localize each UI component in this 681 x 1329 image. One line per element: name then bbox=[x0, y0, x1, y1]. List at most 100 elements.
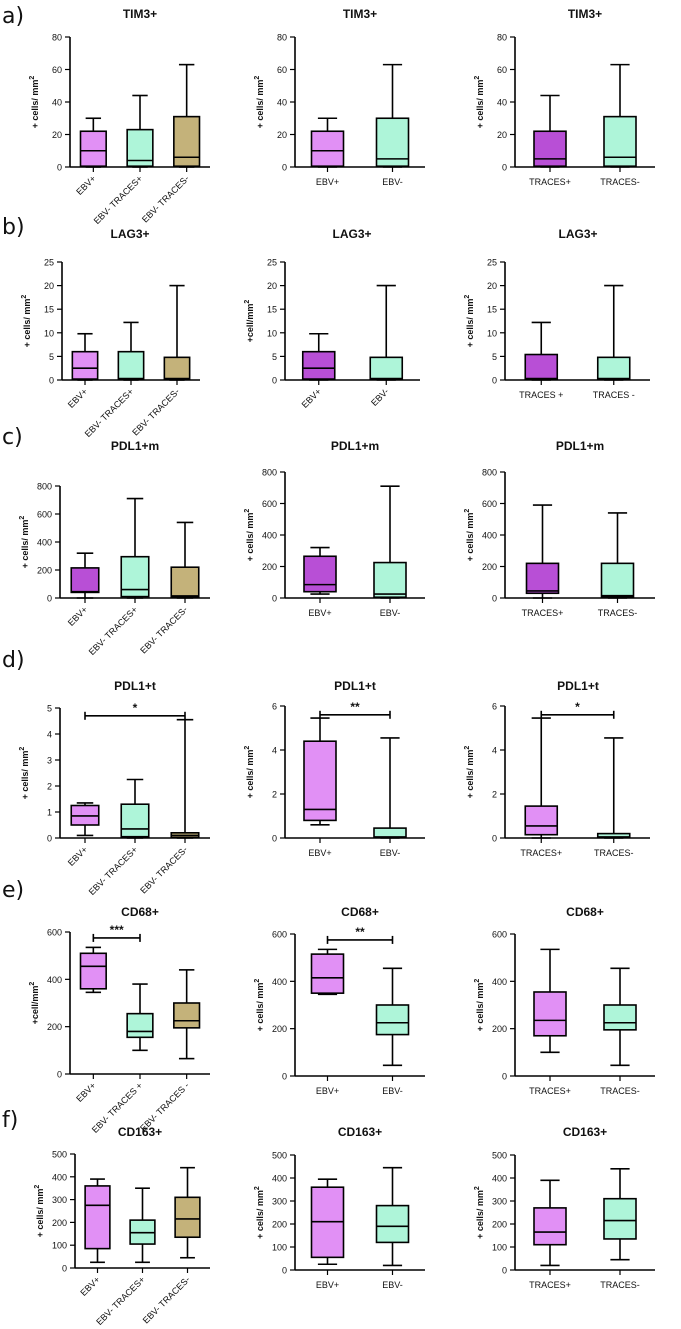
y-axis-label: + cells/ mm2 bbox=[244, 746, 255, 799]
y-tick-label: 20 bbox=[277, 130, 287, 140]
iqr-box bbox=[117, 350, 145, 380]
iqr-box bbox=[301, 350, 336, 380]
box-1 bbox=[126, 983, 154, 1052]
y-tick-label: 0 bbox=[492, 834, 497, 844]
y-tick-label: 80 bbox=[277, 33, 287, 43]
y-tick-label: 0 bbox=[57, 1070, 62, 1080]
y-axis-label: + cells/ mm2 bbox=[244, 509, 255, 562]
y-tick-label: 0 bbox=[282, 1072, 287, 1082]
y-axis-label: + cells/ mm2 bbox=[21, 295, 32, 348]
y-tick-label: 200 bbox=[37, 566, 52, 576]
box-1 bbox=[369, 284, 404, 381]
box-1 bbox=[603, 967, 637, 1067]
y-tick-label: 0 bbox=[62, 1264, 67, 1274]
y-axis-label-text: + cells/ mm2 bbox=[254, 979, 265, 1032]
chart-title: PDL1+t bbox=[114, 679, 156, 693]
box-1 bbox=[373, 485, 407, 599]
chart-title: PDL1+m bbox=[111, 439, 159, 453]
box-0 bbox=[71, 332, 99, 381]
x-category-label: EBV- bbox=[380, 848, 401, 858]
panel-label-b: b) bbox=[2, 215, 25, 240]
chart-title: CD68+ bbox=[121, 905, 159, 919]
x-category-label: TRACES- bbox=[598, 608, 638, 618]
y-tick-label: 20 bbox=[52, 130, 62, 140]
box-0 bbox=[533, 94, 567, 168]
y-tick-label: 200 bbox=[482, 562, 497, 572]
y-tick-label: 500 bbox=[272, 1151, 287, 1161]
chart-title: PDL1+t bbox=[557, 679, 599, 693]
y-tick-label: 80 bbox=[52, 33, 62, 43]
box-2 bbox=[170, 521, 200, 599]
y-tick-label: 4 bbox=[47, 730, 52, 740]
y-axis-label: + cells/ mm2 bbox=[254, 1186, 265, 1239]
y-tick-label: 0 bbox=[49, 376, 54, 386]
y-tick-label: 0 bbox=[502, 1266, 507, 1276]
y-tick-label: 0 bbox=[57, 163, 62, 173]
x-category-label: EBV- TRACES+ bbox=[87, 604, 140, 657]
chart-title: CD68+ bbox=[566, 905, 604, 919]
iqr-box bbox=[524, 805, 559, 836]
y-axis-label-text: +cell/mm2 bbox=[244, 300, 255, 343]
y-axis-label-text: +cell/mm2 bbox=[29, 982, 40, 1025]
iqr-box bbox=[79, 130, 107, 167]
y-tick-label: 300 bbox=[272, 1197, 287, 1207]
box-0 bbox=[525, 504, 560, 599]
significance-stars: ** bbox=[355, 925, 365, 939]
x-category-label: EBV+ bbox=[66, 386, 90, 410]
box-2 bbox=[174, 1166, 201, 1259]
y-tick-label: 0 bbox=[47, 834, 52, 844]
iqr-box bbox=[533, 1207, 567, 1246]
iqr-box bbox=[603, 1004, 637, 1031]
y-tick-label: 200 bbox=[492, 1024, 507, 1034]
y-axis-label: + cells/ mm2 bbox=[474, 979, 485, 1032]
y-tick-label: 0 bbox=[502, 1072, 507, 1082]
chart-title: CD163+ bbox=[118, 1125, 162, 1139]
y-axis-label-text: + cells/ mm2 bbox=[244, 509, 255, 562]
x-category-label: EBV+ bbox=[316, 1086, 339, 1096]
y-tick-label: 20 bbox=[44, 281, 54, 291]
panel-label-c: c) bbox=[2, 425, 23, 450]
y-axis-label: + cells/ mm2 bbox=[254, 76, 265, 129]
chart-title: LAG3+ bbox=[558, 227, 597, 241]
panel-label-e: e) bbox=[2, 878, 25, 903]
y-tick-label: 25 bbox=[487, 258, 497, 268]
x-category-label: TRACES - bbox=[593, 390, 635, 400]
x-category-label: EBV- TRACES+ bbox=[94, 1274, 147, 1327]
chart-title: CD163+ bbox=[563, 1125, 607, 1139]
y-axis-label-text: + cells/ mm2 bbox=[474, 1186, 485, 1239]
x-category-label: EBV+ bbox=[78, 1274, 102, 1298]
significance-stars: *** bbox=[110, 923, 124, 937]
y-axis-label: + cells/ mm2 bbox=[19, 747, 30, 800]
iqr-box bbox=[533, 130, 567, 167]
significance-stars: * bbox=[575, 700, 580, 714]
y-tick-label: 5 bbox=[49, 352, 54, 362]
box-2 bbox=[163, 284, 191, 381]
iqr-box bbox=[369, 356, 404, 380]
iqr-box bbox=[84, 1185, 111, 1250]
box-1 bbox=[373, 737, 407, 839]
iqr-box bbox=[303, 740, 337, 822]
x-category-label: EBV- TRACES- bbox=[140, 173, 191, 224]
chart-title: TIM3+ bbox=[568, 7, 602, 21]
box-1 bbox=[129, 1187, 156, 1264]
y-axis-label: + cells/ mm2 bbox=[29, 76, 40, 129]
y-tick-label: 600 bbox=[272, 930, 287, 940]
x-category-label: TRACES- bbox=[594, 848, 634, 858]
y-tick-label: 0 bbox=[492, 594, 497, 604]
box-1 bbox=[126, 94, 154, 168]
y-axis-label-text: + cells/ mm2 bbox=[29, 76, 40, 129]
y-tick-label: 0 bbox=[492, 376, 497, 386]
x-category-label: EBV- bbox=[380, 608, 401, 618]
box-1 bbox=[596, 737, 631, 839]
x-category-label: EBV- TRACES+ bbox=[87, 844, 140, 897]
y-axis-label-text: + cells/ mm2 bbox=[34, 1185, 45, 1238]
x-category-label: TRACES+ bbox=[529, 1280, 571, 1290]
y-tick-label: 0 bbox=[272, 376, 277, 386]
x-category-label: EBV- TRACES+ bbox=[83, 386, 136, 439]
iqr-box bbox=[375, 1204, 410, 1244]
box-1 bbox=[120, 497, 150, 599]
x-category-label: EBV+ bbox=[66, 844, 90, 868]
box-0 bbox=[84, 1178, 111, 1264]
iqr-box bbox=[524, 353, 559, 380]
